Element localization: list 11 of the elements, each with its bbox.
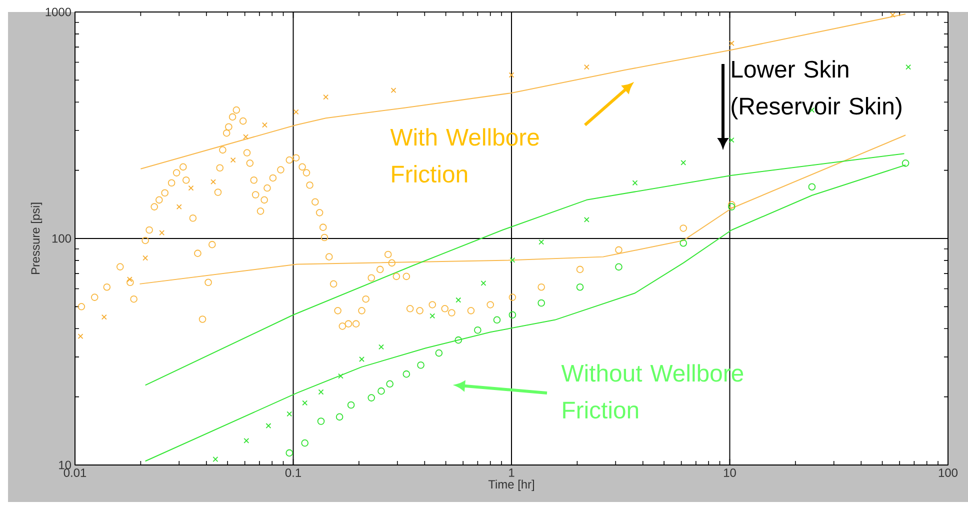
x-tick-label: 0.01 xyxy=(64,468,86,477)
annotation: Lower Skin (Reservoir Skin) xyxy=(732,60,902,120)
y-tick-label: 100 xyxy=(52,234,72,243)
x-axis-title: Time [hr] xyxy=(488,480,534,491)
x-tick-label: 0.1 xyxy=(285,468,301,477)
y-tick-label: 1000 xyxy=(46,8,72,16)
y-tick-label: 10 xyxy=(59,460,72,470)
x-tick-label: 10 xyxy=(724,468,736,477)
x-tick-label: 100 xyxy=(938,468,958,477)
y-axis-title: Pressure [psi] xyxy=(30,202,42,274)
x-tick-label: 1 xyxy=(509,468,514,477)
